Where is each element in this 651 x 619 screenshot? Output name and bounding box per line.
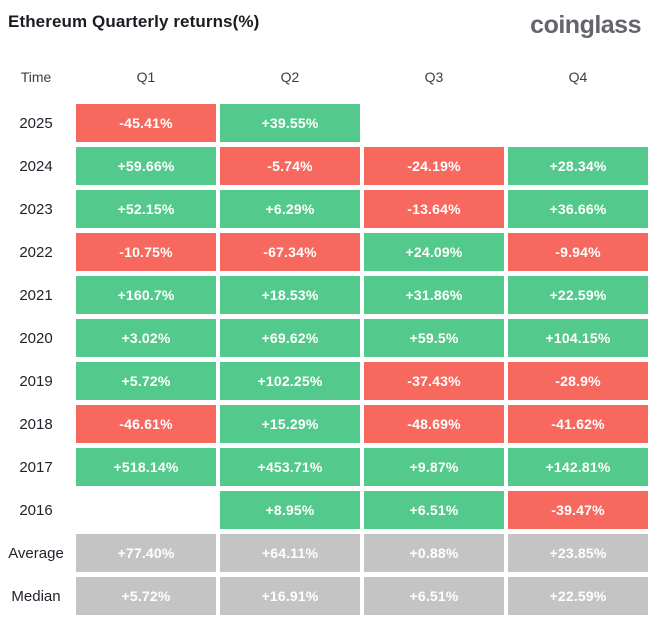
row-label: 2023 xyxy=(19,200,53,218)
column-header-time: Time xyxy=(20,69,52,85)
column-header-q3: Q3 xyxy=(424,69,444,85)
header-bar: Ethereum Quarterly returns(%) coinglass xyxy=(0,0,651,46)
return-cell: +22.59% xyxy=(508,276,648,314)
row-label: 2021 xyxy=(19,286,53,304)
column-header-q2: Q2 xyxy=(280,69,300,85)
return-cell: -45.41% xyxy=(76,104,216,142)
row-label: 2018 xyxy=(19,415,53,433)
return-cell: -13.64% xyxy=(364,190,504,228)
return-cell: +6.29% xyxy=(220,190,360,228)
return-cell: -46.61% xyxy=(76,405,216,443)
return-cell: -28.9% xyxy=(508,362,648,400)
return-cell: -10.75% xyxy=(76,233,216,271)
return-cell: +52.15% xyxy=(76,190,216,228)
return-cell: +24.09% xyxy=(364,233,504,271)
row-label: 2022 xyxy=(19,243,53,261)
return-cell: -67.34% xyxy=(220,233,360,271)
return-cell: -37.43% xyxy=(364,362,504,400)
return-cell: +69.62% xyxy=(220,319,360,357)
return-cell: +31.86% xyxy=(364,276,504,314)
row-label: 2020 xyxy=(19,329,53,347)
row-label: 2016 xyxy=(19,501,53,519)
return-cell: +3.02% xyxy=(76,319,216,357)
return-cell: +36.66% xyxy=(508,190,648,228)
return-cell: +16.91% xyxy=(220,577,360,615)
return-cell: +64.11% xyxy=(220,534,360,572)
return-cell: -24.19% xyxy=(364,147,504,185)
return-cell: +102.25% xyxy=(220,362,360,400)
return-cell: +59.5% xyxy=(364,319,504,357)
return-cell: +15.29% xyxy=(220,405,360,443)
return-cell: +0.88% xyxy=(364,534,504,572)
return-cell: +160.7% xyxy=(76,276,216,314)
coinglass-logo: coinglass xyxy=(530,11,641,39)
column-header-q1: Q1 xyxy=(136,69,156,85)
return-cell: -5.74% xyxy=(220,147,360,185)
row-label: 2019 xyxy=(19,372,53,390)
return-cell: +6.51% xyxy=(364,577,504,615)
return-cell: +6.51% xyxy=(364,491,504,529)
return-cell: +59.66% xyxy=(76,147,216,185)
return-cell: +104.15% xyxy=(508,319,648,357)
row-label: 2017 xyxy=(19,458,53,476)
row-label: Average xyxy=(8,544,64,562)
table-header-row: Time Q1 Q2 Q3 Q4 xyxy=(0,70,651,84)
return-cell: -41.62% xyxy=(508,405,648,443)
return-cell: +518.14% xyxy=(76,448,216,486)
return-cell: +5.72% xyxy=(76,577,216,615)
returns-table: 2025 -45.41% +39.55% 2024 +59.66% -5.74% -24.1… xyxy=(0,104,651,615)
return-cell: +22.59% xyxy=(508,577,648,615)
return-cell: +28.34% xyxy=(508,147,648,185)
return-cell: +77.40% xyxy=(76,534,216,572)
row-label: 2025 xyxy=(19,114,53,132)
return-cell: +453.71% xyxy=(220,448,360,486)
page-title: Ethereum Quarterly returns(%) xyxy=(8,12,260,31)
return-cell: +5.72% xyxy=(76,362,216,400)
empty-cell xyxy=(364,104,504,142)
empty-cell xyxy=(508,104,648,142)
return-cell: +8.95% xyxy=(220,491,360,529)
return-cell: +18.53% xyxy=(220,276,360,314)
return-cell: -9.94% xyxy=(508,233,648,271)
return-cell: +142.81% xyxy=(508,448,648,486)
return-cell: -39.47% xyxy=(508,491,648,529)
empty-cell xyxy=(76,491,216,529)
column-header-q4: Q4 xyxy=(568,69,588,85)
return-cell: +23.85% xyxy=(508,534,648,572)
row-label: Median xyxy=(11,587,61,605)
row-label: 2024 xyxy=(19,157,53,175)
return-cell: -48.69% xyxy=(364,405,504,443)
return-cell: +39.55% xyxy=(220,104,360,142)
return-cell: +9.87% xyxy=(364,448,504,486)
